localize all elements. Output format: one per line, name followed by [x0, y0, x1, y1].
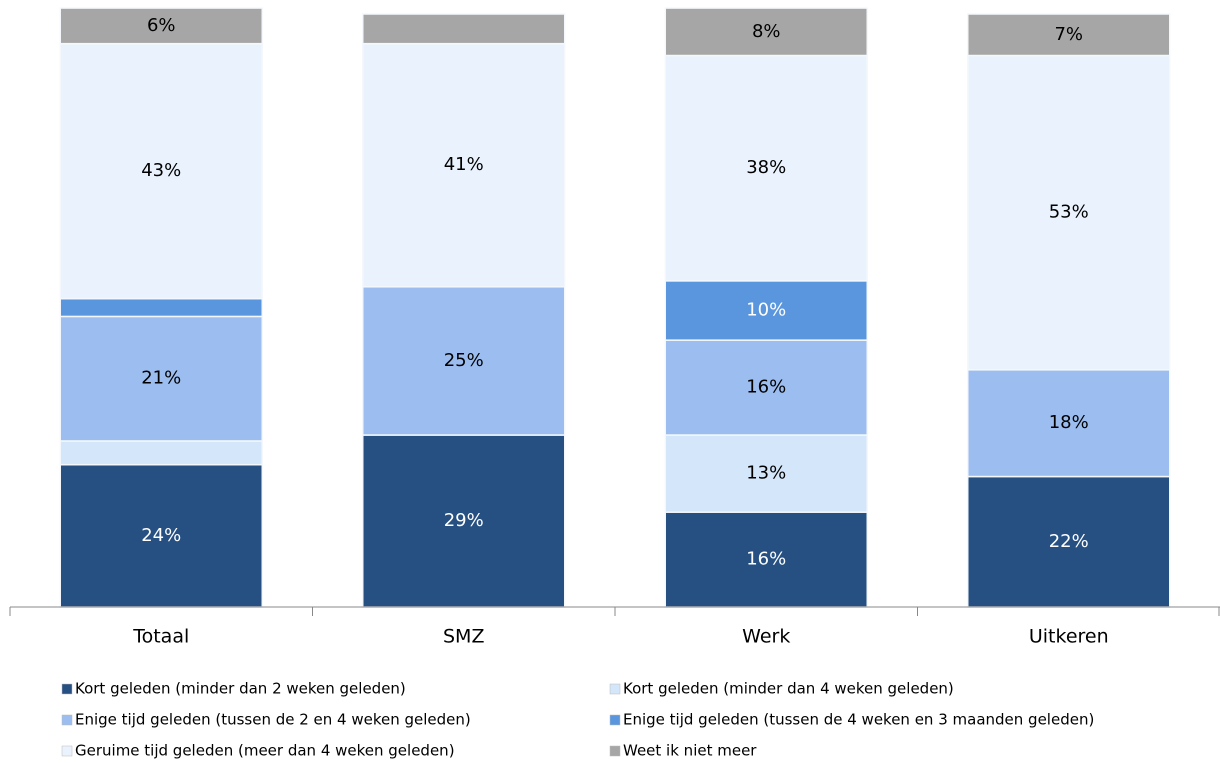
legend-swatch	[609, 714, 621, 726]
legend-swatch	[609, 745, 621, 757]
bar-segment	[59, 7, 263, 45]
bar-segment	[59, 315, 263, 442]
x-tick-label: Uitkeren	[1029, 626, 1109, 648]
legend-label: Kort geleden (minder dan 2 weken geleden…	[75, 680, 406, 698]
data-label: 43%	[141, 160, 181, 181]
data-label: 13%	[746, 463, 786, 484]
bar-segment	[664, 54, 868, 282]
legend-swatch	[61, 714, 73, 726]
bar-segment	[967, 369, 1171, 478]
legend-label: Enige tijd geleden (tussen de 4 weken en…	[623, 711, 1094, 729]
bar-segment	[967, 54, 1171, 371]
data-label: 8%	[752, 21, 781, 42]
bar-segment	[664, 434, 868, 513]
bar-segment	[967, 13, 1171, 57]
x-tick-label: SMZ	[443, 626, 484, 648]
bar-segment	[362, 434, 566, 608]
legend-swatch	[61, 683, 73, 695]
legend-label: Kort geleden (minder dan 4 weken geleden…	[623, 680, 954, 698]
bar-segment	[664, 280, 868, 341]
data-label: 6%	[147, 15, 176, 36]
bar-segment	[664, 7, 868, 57]
x-tick-label: Werk	[742, 626, 790, 648]
bar-segment	[362, 42, 566, 288]
legend-swatch	[609, 683, 621, 695]
bar-segment	[362, 286, 566, 436]
data-label: 16%	[746, 549, 786, 570]
x-tick-label: Totaal	[132, 626, 189, 648]
data-label: 53%	[1049, 202, 1089, 223]
data-label: 16%	[746, 377, 786, 398]
legend-swatch	[61, 745, 73, 757]
data-label: 21%	[141, 368, 181, 389]
bar-segment	[664, 339, 868, 436]
data-label: 10%	[746, 300, 786, 321]
data-label: 18%	[1049, 412, 1089, 433]
legend-label: Enige tijd geleden (tussen de 2 en 4 wek…	[75, 711, 471, 729]
bar-segment	[59, 297, 263, 318]
data-label: 7%	[1054, 24, 1083, 45]
data-label: 29%	[444, 510, 484, 531]
data-label: 25%	[444, 350, 484, 371]
data-label: 38%	[746, 157, 786, 178]
data-label: 22%	[1049, 531, 1089, 552]
legend-label: Geruime tijd geleden (meer dan 4 weken g…	[75, 742, 455, 760]
data-label: 41%	[444, 154, 484, 175]
data-label: 24%	[141, 525, 181, 546]
bar-segment	[59, 463, 263, 608]
legend-label: Weet ik niet meer	[623, 742, 757, 760]
bar-segment	[59, 440, 263, 466]
bar-segment	[362, 13, 566, 45]
bar-segment	[664, 511, 868, 608]
